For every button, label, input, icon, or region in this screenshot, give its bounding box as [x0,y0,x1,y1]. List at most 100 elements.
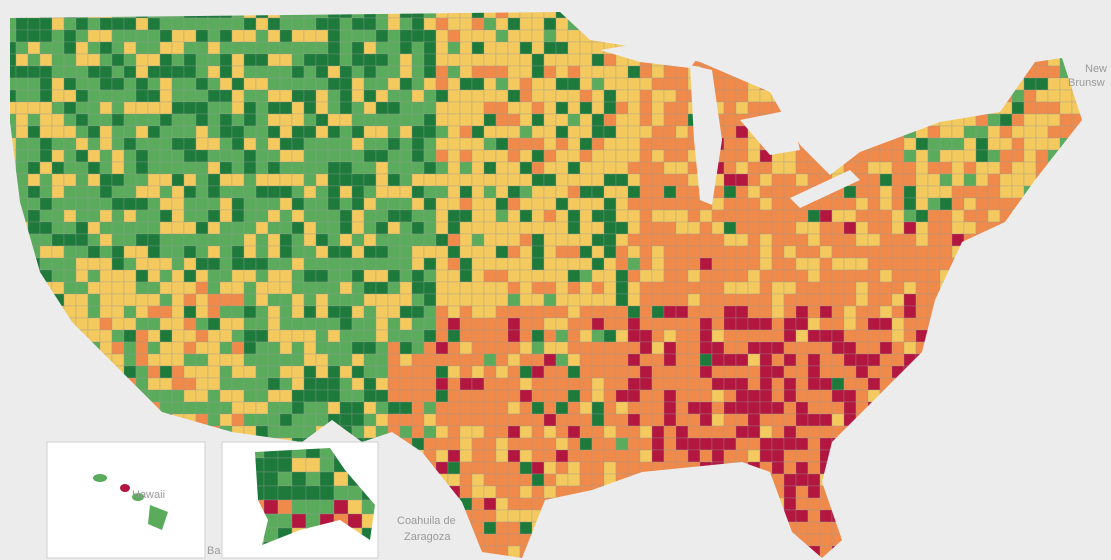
county [507,317,521,331]
county [15,77,29,91]
county [711,377,725,391]
county [195,17,209,31]
county [603,425,617,439]
county [303,29,317,43]
county [207,125,221,139]
county [723,353,737,367]
county [303,89,317,103]
county [327,269,341,283]
county [111,233,125,247]
county [699,245,713,259]
county [579,209,593,223]
county [99,281,113,295]
county [423,257,437,271]
county [435,341,449,355]
county [459,137,473,151]
county [867,365,881,379]
county [351,233,365,247]
county [267,137,281,151]
county [351,329,365,343]
county [615,293,629,307]
county [879,329,893,343]
county [459,65,473,79]
county [87,89,101,103]
county [471,509,485,523]
county [351,401,365,415]
county [411,197,425,211]
county [783,269,797,283]
county [675,113,689,127]
county [471,245,485,259]
county [27,113,41,127]
county [867,257,881,271]
county [39,29,53,43]
county [531,125,545,139]
county [363,53,377,67]
county [483,341,497,355]
county [147,293,161,307]
county [519,161,533,175]
county [51,221,65,235]
county [291,317,305,331]
county [555,365,569,379]
county [363,365,377,379]
county [543,353,557,367]
county [639,113,653,127]
county [651,353,665,367]
county [687,233,701,247]
county [75,257,89,271]
county [459,365,473,379]
county [471,197,485,211]
county [651,89,665,103]
county [999,137,1013,151]
county [291,209,305,223]
county [579,425,593,439]
county [435,137,449,151]
county [135,113,149,127]
county [219,389,233,403]
county [879,365,893,379]
county [243,149,257,163]
county [15,53,29,67]
county [279,197,293,211]
county [603,173,617,187]
county [351,101,365,115]
county [159,269,173,283]
county [783,161,797,175]
county [399,305,413,319]
county [315,41,329,55]
county [747,401,761,415]
county [411,125,425,139]
county [135,221,149,235]
county [279,161,293,175]
county [291,149,305,163]
county [483,305,497,319]
county [891,221,905,235]
county [147,317,161,331]
county [639,305,653,319]
county [711,413,725,427]
county [171,29,185,43]
county [303,281,317,295]
county [531,269,545,283]
county [807,317,821,331]
county [171,389,185,403]
county [27,77,41,91]
county [411,413,425,427]
county [363,425,377,439]
county [339,341,353,355]
county [735,221,749,235]
county [303,257,317,271]
county [627,329,641,343]
county [15,89,29,103]
county [435,329,449,343]
county [795,281,809,295]
county [459,401,473,415]
county [555,269,569,283]
county [39,101,53,115]
county [195,149,209,163]
county [231,113,245,127]
county [495,65,509,79]
county [747,317,761,331]
county [531,485,545,499]
